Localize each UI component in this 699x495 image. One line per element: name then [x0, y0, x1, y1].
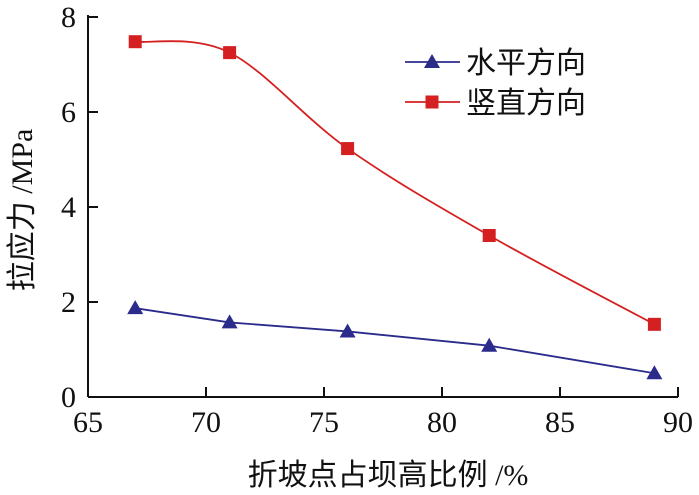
data-point-triangle — [127, 300, 144, 315]
x-tick-label: 65 — [73, 406, 103, 439]
data-point-square — [482, 229, 496, 242]
x-tick-label: 85 — [545, 406, 575, 439]
legend-marker-square — [425, 95, 439, 109]
y-tick-label: 6 — [61, 96, 76, 129]
x-tick-label: 80 — [427, 406, 457, 439]
y-tick-label: 0 — [61, 381, 76, 414]
y-tick-label: 4 — [61, 191, 76, 224]
x-tick-label: 70 — [191, 406, 221, 439]
data-point-triangle — [339, 323, 356, 338]
series-line-2 — [135, 40, 655, 326]
axes: 65 70 75 80 85 90 0 2 4 6 8 — [61, 1, 693, 439]
series-layer — [127, 35, 663, 380]
x-tick-label: 75 — [309, 406, 339, 439]
data-point-triangle — [481, 337, 498, 352]
data-point-triangle — [221, 314, 238, 329]
x-axis-label: 折坡点占坝高比例 /% — [248, 459, 529, 492]
legend-marker-triangle — [424, 54, 440, 68]
series-line-1 — [135, 307, 655, 375]
data-point-triangle — [646, 365, 663, 380]
data-point-square — [341, 142, 355, 156]
y-tick-label: 8 — [61, 1, 76, 34]
legend-label: 竖直方向 — [466, 87, 586, 120]
y-tick-label: 2 — [61, 286, 76, 319]
data-point-square — [128, 35, 142, 49]
data-point-square — [647, 317, 661, 331]
y-axis-label: 拉应力 /MPa — [6, 129, 39, 292]
x-tick-label: 90 — [663, 406, 693, 439]
data-point-square — [223, 46, 237, 60]
legend-label: 水平方向 — [466, 47, 586, 80]
